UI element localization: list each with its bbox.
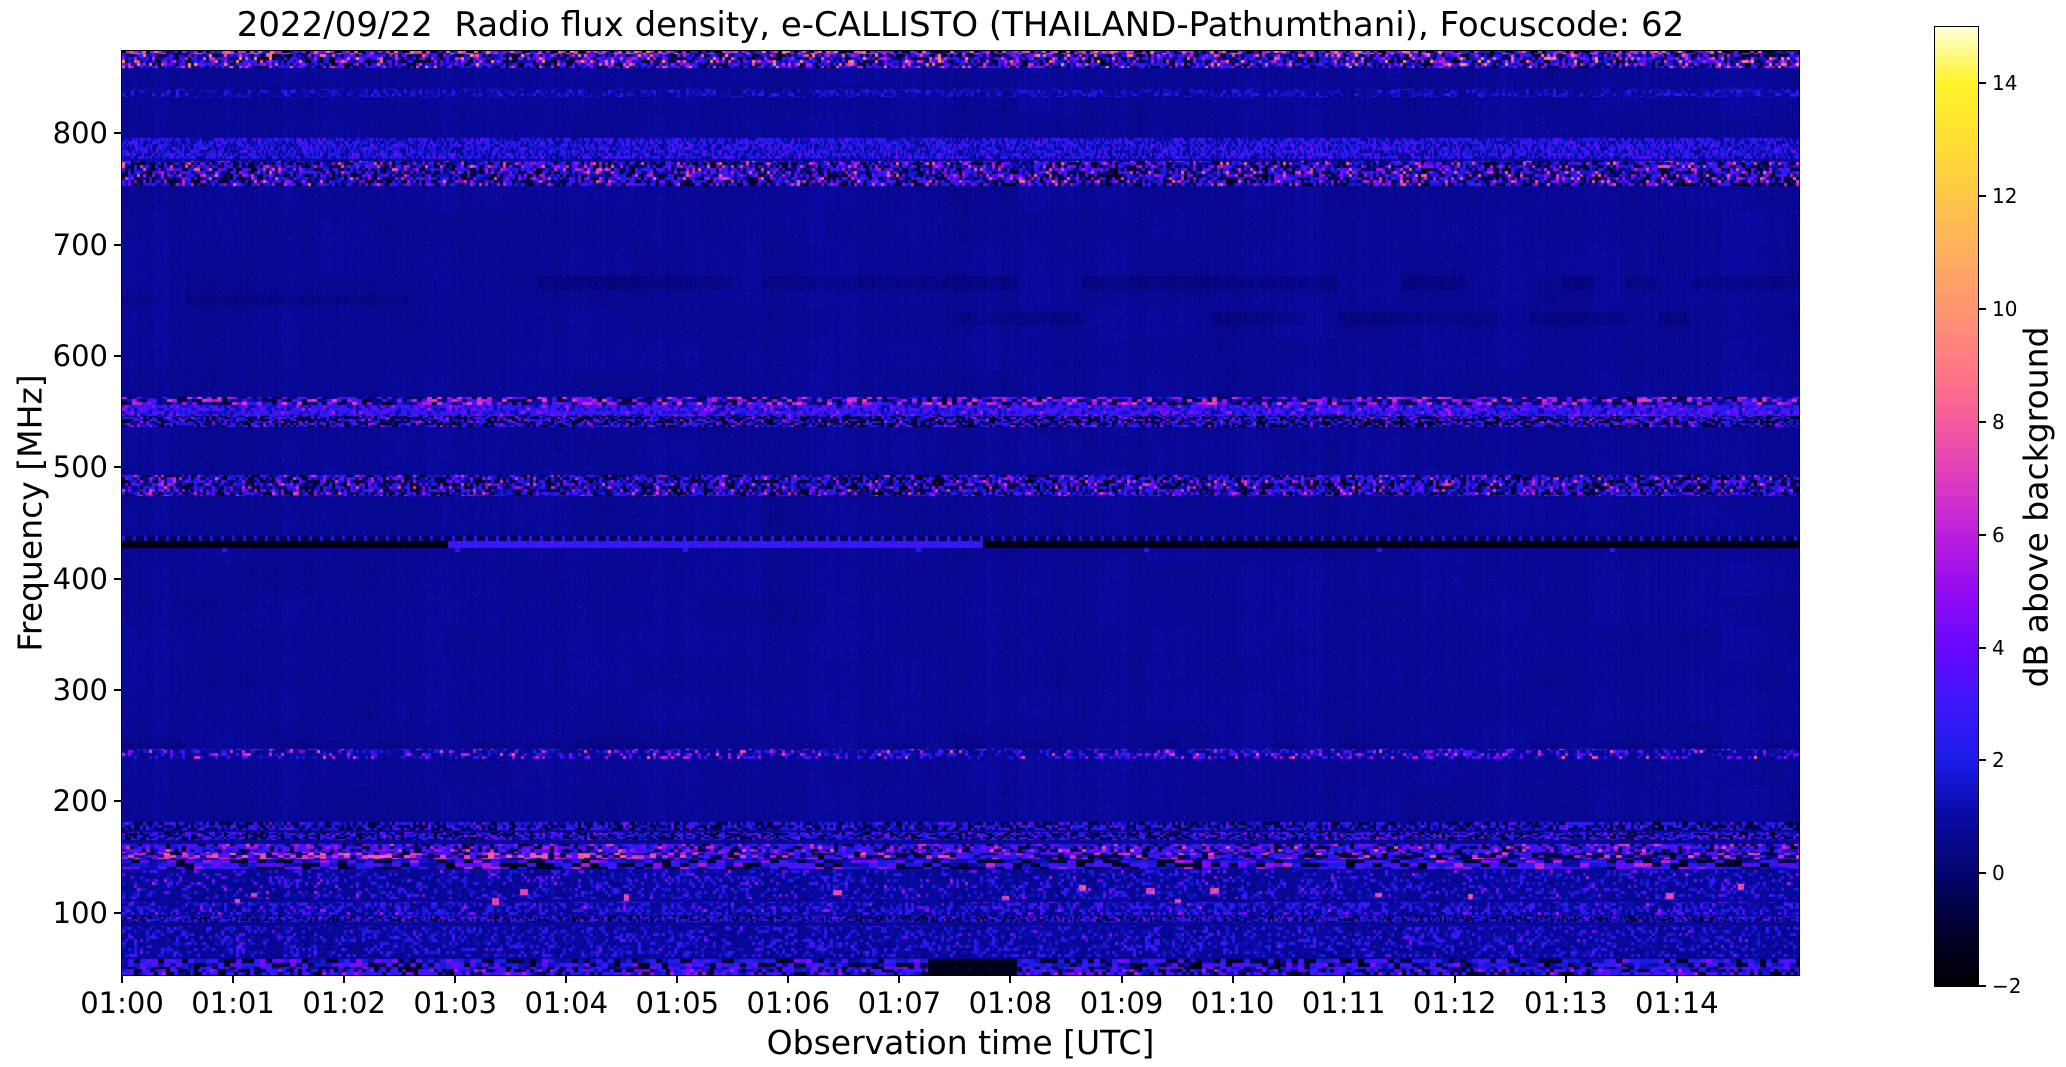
- colorbar-tick-label: 6: [1992, 522, 2005, 547]
- x-tick: [676, 975, 679, 983]
- x-tick-label: 01:13: [1523, 986, 1608, 1020]
- colorbar-tick: [1979, 872, 1986, 875]
- colorbar-tick: [1979, 985, 1986, 987]
- y-tick-label: 100: [52, 895, 108, 930]
- y-tick: [114, 577, 122, 580]
- colorbar-tick-label: 14: [1992, 71, 2018, 96]
- y-axis-label: Frequency [MHz]: [10, 374, 50, 652]
- x-tick: [1675, 975, 1678, 983]
- x-tick-label: 01:00: [80, 986, 164, 1020]
- colorbar: [1934, 26, 1979, 987]
- x-tick-label: 01:01: [191, 986, 275, 1020]
- x-tick-label: 01:03: [413, 986, 497, 1020]
- colorbar-tick-label: 8: [1992, 409, 2005, 434]
- y-tick-label: 400: [52, 561, 108, 596]
- x-tick: [1564, 975, 1567, 983]
- colorbar-tick: [1979, 646, 1986, 649]
- x-tick-label: 01:02: [302, 986, 386, 1020]
- y-tick: [114, 800, 122, 803]
- colorbar-tick-label: 4: [1992, 635, 2005, 660]
- y-tick: [114, 911, 122, 914]
- x-tick: [121, 975, 123, 983]
- colorbar-tick-label: −2: [1992, 974, 2022, 998]
- x-tick: [1453, 975, 1456, 983]
- x-tick-label: 01:12: [1412, 986, 1497, 1020]
- x-tick-label: 01:14: [1635, 986, 1719, 1020]
- colorbar-tick-label: 12: [1992, 184, 2018, 209]
- y-tick-label: 200: [52, 784, 108, 819]
- x-tick-label: 01:07: [857, 986, 942, 1020]
- x-tick: [454, 975, 457, 983]
- colorbar-tick: [1979, 308, 1986, 311]
- x-axis-label: Observation time [UTC]: [766, 1023, 1155, 1062]
- y-tick: [114, 689, 122, 691]
- y-tick-label: 300: [52, 673, 108, 707]
- colorbar-tick: [1979, 82, 1986, 85]
- colorbar-tick: [1979, 759, 1986, 762]
- x-tick: [1120, 975, 1123, 983]
- spectrogram-canvas: [122, 51, 1799, 975]
- y-tick: [114, 132, 122, 135]
- y-tick: [114, 243, 122, 246]
- x-tick-label: 01:11: [1301, 986, 1386, 1020]
- x-tick-label: 01:05: [635, 986, 720, 1020]
- colorbar-tick-label: 2: [1992, 748, 2005, 773]
- colorbar-tick-label: 0: [1992, 861, 2005, 886]
- colorbar-gradient: [1935, 27, 1978, 986]
- colorbar-tick: [1979, 420, 1986, 423]
- y-tick-label: 700: [52, 227, 108, 262]
- x-tick-label: 01:08: [968, 986, 1053, 1020]
- y-tick: [114, 355, 122, 358]
- x-tick-label: 01:09: [1079, 986, 1164, 1020]
- colorbar-tick-label: 10: [1992, 297, 2018, 322]
- x-tick: [1009, 975, 1012, 983]
- x-tick-label: 01:04: [524, 986, 609, 1020]
- colorbar-label: dB above background: [2016, 326, 2056, 688]
- colorbar-tick: [1979, 533, 1986, 536]
- x-tick: [1342, 975, 1345, 983]
- colorbar-tick: [1979, 195, 1986, 198]
- x-tick-label: 01:10: [1190, 986, 1275, 1020]
- x-tick: [898, 975, 901, 983]
- y-tick-label: 500: [52, 450, 108, 485]
- chart-title: 2022/09/22 Radio flux density, e-CALLIST…: [236, 5, 1685, 45]
- x-tick: [565, 975, 568, 983]
- spectrogram-plot-frame: [121, 50, 1800, 976]
- y-tick: [114, 466, 122, 469]
- y-tick-label: 800: [52, 116, 108, 151]
- x-tick: [343, 975, 346, 983]
- x-tick: [1231, 975, 1234, 983]
- x-tick-label: 01:06: [746, 986, 831, 1020]
- x-tick: [232, 975, 235, 983]
- x-tick: [787, 975, 790, 983]
- y-tick-label: 600: [52, 339, 108, 374]
